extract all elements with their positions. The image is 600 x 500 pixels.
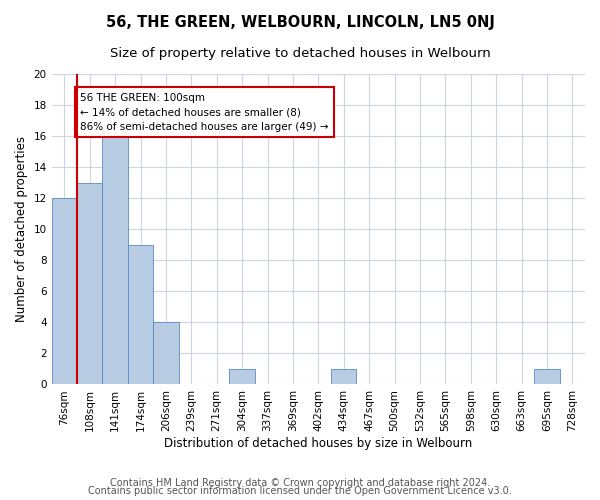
Bar (103, 136, 128, 384)
Bar (153, 322, 179, 384)
Text: Contains public sector information licensed under the Open Government Licence v3: Contains public sector information licen… (88, 486, 512, 496)
Bar (534, 369, 560, 384)
Bar (128, 245, 153, 384)
X-axis label: Distribution of detached houses by size in Welbourn: Distribution of detached houses by size … (164, 437, 472, 450)
Bar (331, 369, 356, 384)
Y-axis label: Number of detached properties: Number of detached properties (15, 136, 28, 322)
Text: 56 THE GREEN: 100sqm
← 14% of detached houses are smaller (8)
86% of semi-detach: 56 THE GREEN: 100sqm ← 14% of detached h… (80, 92, 329, 132)
Text: Contains HM Land Registry data © Crown copyright and database right 2024.: Contains HM Land Registry data © Crown c… (110, 478, 490, 488)
Text: 56, THE GREEN, WELBOURN, LINCOLN, LN5 0NJ: 56, THE GREEN, WELBOURN, LINCOLN, LN5 0N… (106, 15, 494, 30)
Bar (52, 198, 77, 384)
Text: Size of property relative to detached houses in Welbourn: Size of property relative to detached ho… (110, 48, 490, 60)
Bar (77, 182, 103, 384)
Bar (229, 369, 255, 384)
